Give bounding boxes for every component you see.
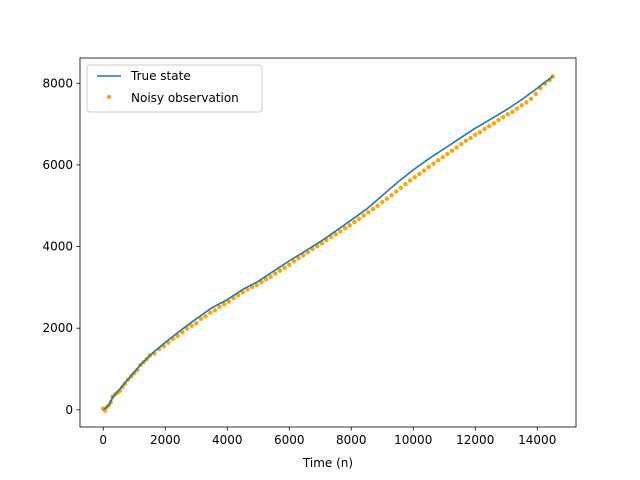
observation-point: [375, 203, 380, 208]
observation-point: [356, 216, 362, 222]
observation-point: [394, 189, 399, 194]
legend: True state Noisy observation: [86, 64, 263, 113]
observation-point: [389, 192, 394, 198]
observation-point: [217, 304, 222, 310]
axes-frame: [79, 57, 577, 428]
observation-point: [496, 117, 501, 123]
observation-point: [180, 330, 185, 335]
observation-point: [519, 103, 524, 108]
observation-point: [287, 262, 292, 267]
observation-point: [263, 277, 269, 282]
observation-point: [296, 255, 301, 261]
observation-point: [342, 226, 348, 231]
legend-label-noisy-observation: Noisy observation: [131, 91, 239, 105]
observation-point: [328, 234, 334, 240]
observation-point: [477, 130, 483, 135]
observation-point: [333, 232, 338, 237]
observation-point: [440, 154, 445, 160]
observation-point: [352, 219, 357, 225]
observation-point: [277, 268, 283, 273]
observation-point: [194, 321, 199, 326]
observation-point: [380, 199, 385, 205]
observation-point: [301, 252, 306, 258]
x-tick-label: 0: [99, 433, 107, 447]
observation-point: [449, 148, 455, 153]
x-tick-label: 10000: [394, 433, 432, 447]
x-tick-label: 8000: [336, 433, 367, 447]
observation-point: [487, 123, 492, 129]
observation-point: [208, 310, 213, 315]
observation-point: [445, 151, 450, 157]
observation-point: [240, 290, 245, 295]
observation-point: [212, 308, 218, 313]
observation-point: [463, 138, 469, 144]
x-axis-label: Time (n): [302, 456, 353, 470]
observation-point: [338, 229, 343, 234]
observation-point: [175, 333, 180, 339]
observation-point: [361, 213, 366, 218]
y-tick-label: 2000: [42, 321, 73, 335]
observation-point: [482, 126, 487, 132]
observation-point: [254, 282, 259, 288]
observation-point: [473, 132, 478, 137]
observation-point: [412, 174, 417, 180]
observation-point: [505, 112, 510, 117]
observation-point: [514, 106, 520, 111]
observation-point: [370, 206, 376, 212]
observation-point: [282, 265, 287, 271]
y-tick-label: 8000: [42, 76, 73, 90]
observation-point: [189, 323, 194, 328]
y-tick-label: 4000: [42, 240, 73, 254]
observation-point: [268, 274, 273, 279]
observation-point: [454, 145, 459, 150]
observation-point: [403, 181, 408, 187]
observation-point: [366, 210, 371, 215]
observation-point: [459, 141, 464, 147]
observation-point: [431, 161, 436, 166]
axes-layer: 0 2000 4000 6000 8000 10000 12000 14000 0 2000 400…: [42, 57, 577, 447]
observation-point: [491, 121, 497, 126]
y-tick-label: 0: [65, 403, 73, 417]
observation-point: [524, 100, 529, 105]
x-tick-label: 14000: [518, 433, 556, 447]
observation-point: [305, 250, 311, 255]
x-tick-label: 6000: [274, 433, 305, 447]
observation-point: [468, 135, 473, 141]
observation-point: [184, 326, 190, 331]
observation-point: [510, 109, 515, 115]
legend-box: [86, 64, 263, 113]
observation-point: [347, 223, 352, 228]
observation-point: [421, 168, 427, 173]
observation-point: [384, 196, 390, 202]
observation-point: [417, 171, 422, 177]
x-tick-label: 4000: [212, 433, 243, 447]
observation-point: [226, 299, 231, 304]
observation-point: [398, 185, 404, 190]
legend-dot-swatch: [106, 94, 112, 100]
observation-point: [221, 301, 227, 307]
observation-point: [198, 316, 204, 322]
observation-point: [435, 158, 441, 163]
observation-point: [533, 91, 538, 97]
series-layer: [101, 74, 555, 413]
observation-point: [291, 259, 297, 264]
observation-point: [528, 96, 534, 102]
observation-point: [500, 114, 506, 120]
x-tick-label: 12000: [456, 433, 494, 447]
true-state-line: [102, 75, 554, 411]
observation-point: [407, 178, 413, 183]
observation-point: [203, 314, 208, 319]
observation-point: [426, 164, 431, 170]
x-tick-label: 2000: [150, 433, 181, 447]
observation-point: [273, 271, 278, 276]
y-tick-label: 6000: [42, 158, 73, 172]
legend-label-true-state: True state: [130, 69, 191, 83]
observation-point: [259, 279, 264, 285]
